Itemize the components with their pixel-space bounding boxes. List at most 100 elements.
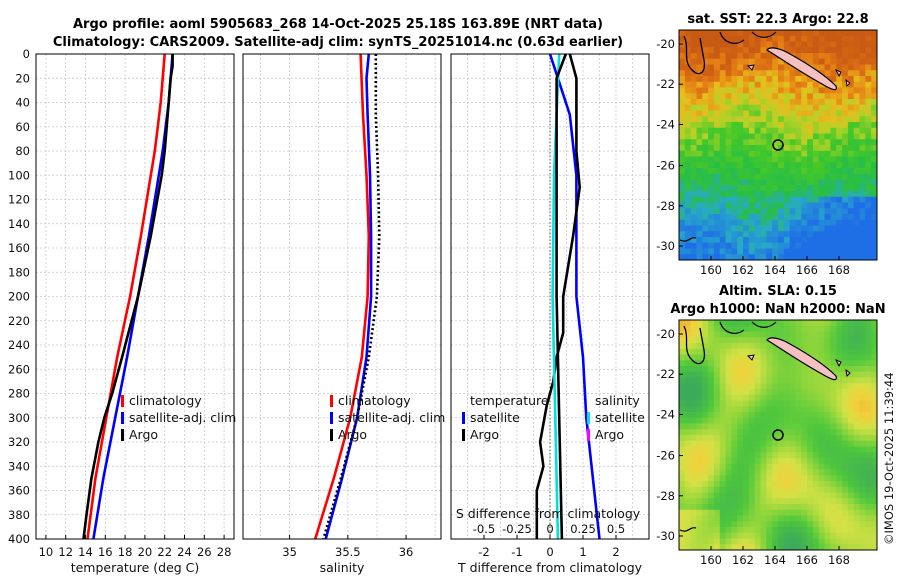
- field-cell: [778, 417, 785, 425]
- field-cell: [690, 81, 698, 89]
- field-cell: [778, 168, 785, 175]
- field-cell: [836, 463, 843, 471]
- field-cell: [859, 254, 866, 260]
- field-cell: [743, 116, 750, 123]
- field-cell: [865, 400, 872, 407]
- field-cell: [702, 538, 709, 545]
- field-cell: [812, 208, 820, 215]
- field-cell: [684, 81, 692, 89]
- field-cell: [783, 371, 791, 379]
- field-cell: [754, 191, 762, 198]
- field-cell: [795, 87, 802, 94]
- field-cell: [754, 87, 762, 94]
- field-cell: [847, 521, 855, 528]
- field-cell: [807, 35, 814, 43]
- field-cell: [772, 214, 779, 221]
- field-cell: [871, 498, 877, 505]
- field-cell: [731, 133, 738, 140]
- field-cell: [789, 185, 797, 192]
- field-cell: [853, 133, 861, 140]
- field-cell: [847, 202, 855, 209]
- field-cell: [859, 509, 866, 517]
- field-cell: [690, 469, 698, 476]
- field-cell: [830, 337, 837, 344]
- y-tick-label: 380: [8, 508, 30, 522]
- field-cell: [772, 122, 779, 129]
- field-cell: [783, 242, 791, 250]
- field-cell: [713, 35, 721, 43]
- field-cell: [778, 492, 785, 499]
- field-cell: [842, 81, 849, 89]
- field-cell: [684, 127, 692, 135]
- field-cell: [859, 208, 866, 215]
- field-cell: [871, 99, 877, 106]
- field-cell: [702, 412, 709, 419]
- field-cell: [760, 481, 767, 488]
- field-cell: [679, 504, 686, 511]
- field-cell: [719, 343, 727, 350]
- field-cell: [865, 168, 872, 175]
- field-cell: [836, 64, 843, 71]
- field-cell: [812, 35, 820, 43]
- field-cell: [754, 185, 762, 192]
- field-cell: [725, 225, 733, 232]
- field-cell: [719, 452, 727, 459]
- field-cell: [754, 53, 762, 60]
- field-cell: [708, 35, 715, 43]
- field-cell: [737, 348, 744, 356]
- field-cell: [789, 538, 797, 545]
- field-cell: [859, 156, 866, 163]
- field-cell: [772, 191, 779, 198]
- field-cell: [836, 208, 843, 215]
- field-cell: [702, 99, 709, 106]
- field-cell: [737, 481, 744, 488]
- field-cell: [772, 521, 779, 528]
- field-cell: [853, 208, 861, 215]
- field-cell: [812, 337, 820, 344]
- field-cell: [679, 139, 686, 146]
- field-cell: [696, 248, 703, 255]
- field-cell: [725, 538, 733, 545]
- field-cell: [766, 354, 773, 361]
- field-cell: [772, 116, 779, 123]
- field-cell: [731, 58, 738, 66]
- field-cell: [754, 400, 762, 407]
- field-cell: [690, 527, 698, 534]
- field-cell: [783, 440, 791, 448]
- field-cell: [702, 76, 709, 83]
- x-tick-label: 12: [58, 545, 73, 559]
- field-cell: [795, 458, 802, 465]
- field-cell: [842, 185, 849, 192]
- field-cell: [871, 81, 877, 89]
- field-cell: [847, 412, 855, 419]
- field-cell: [702, 122, 709, 129]
- field-cell: [795, 498, 802, 505]
- field-cell: [713, 64, 721, 71]
- field-cell: [725, 191, 733, 198]
- field-cell: [679, 93, 686, 100]
- field-cell: [684, 53, 692, 60]
- field-cell: [842, 360, 849, 367]
- field-cell: [801, 196, 808, 204]
- field-cell: [713, 440, 721, 448]
- field-cell: [842, 156, 849, 163]
- field-cell: [812, 481, 820, 488]
- field-cell: [789, 127, 797, 135]
- x-tick-label: 16: [98, 545, 113, 559]
- field-cell: [847, 481, 855, 488]
- y-tick-label: 100: [8, 168, 30, 182]
- field-cell: [789, 254, 797, 260]
- field-cell: [818, 348, 826, 356]
- field-cell: [737, 93, 744, 100]
- field-cell: [696, 179, 703, 186]
- field-cell: [801, 452, 808, 459]
- field-cell: [702, 371, 709, 379]
- field-cell: [795, 320, 802, 327]
- field-cell: [725, 53, 733, 60]
- field-cell: [690, 139, 698, 146]
- field-cell: [737, 469, 744, 476]
- field-cell: [865, 435, 872, 442]
- field-cell: [778, 254, 785, 260]
- field-cell: [679, 498, 686, 505]
- field-cell: [760, 168, 767, 175]
